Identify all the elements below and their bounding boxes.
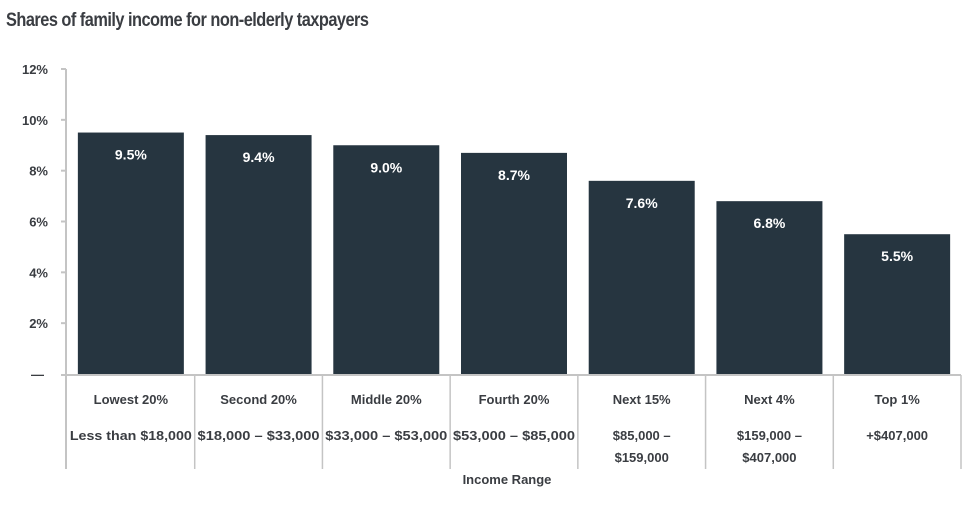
- bar-value-label: 9.4%: [243, 149, 275, 165]
- category-range-label: $159,000: [615, 450, 669, 465]
- x-axis-title: Income Range: [463, 472, 552, 487]
- category-range-label: $85,000 –: [613, 428, 671, 443]
- category-label: Lowest 20%: [94, 392, 169, 407]
- category-label: Next 15%: [613, 392, 671, 407]
- category-range-label: $18,000 – $33,000: [198, 428, 320, 443]
- bar-value-label: 8.7%: [498, 167, 530, 183]
- category-range-label: $33,000 – $53,000: [325, 428, 447, 443]
- chart-title: Shares of family income for non-elderly …: [6, 10, 369, 31]
- category-range-label: $53,000 – $85,000: [453, 428, 575, 443]
- category-label: Second 20%: [220, 392, 297, 407]
- bar: [844, 234, 951, 374]
- y-tick-label: 6%: [29, 215, 48, 230]
- category-range-label: Less than $18,000: [70, 428, 192, 443]
- category-label: Next 4%: [744, 392, 795, 407]
- bar-value-label: 9.5%: [115, 147, 147, 163]
- category-range-label: +$407,000: [866, 428, 928, 443]
- y-tick-label: 4%: [29, 265, 48, 280]
- y-tick-label: 10%: [22, 113, 48, 128]
- bar-value-label: 9.0%: [370, 159, 402, 175]
- y-axis: — 2% 4% 6% 8% 10% 12%: [22, 62, 67, 469]
- bar: [716, 201, 823, 374]
- category-range-label: $407,000: [742, 450, 796, 465]
- bar: [205, 135, 312, 374]
- category-range-label: $159,000 –: [737, 428, 802, 443]
- category-label: Fourth 20%: [479, 392, 550, 407]
- bar: [461, 152, 567, 374]
- bar-value-label: 5.5%: [881, 248, 913, 264]
- y-tick-label: 8%: [29, 164, 48, 179]
- bar: [588, 180, 695, 374]
- bar-value-label: 6.8%: [753, 215, 785, 231]
- x-axis: Lowest 20% Less than $18,000 Second 20% $18…: [61, 374, 962, 469]
- y-tick-label: 12%: [22, 62, 48, 77]
- y-tick-label: 2%: [29, 316, 48, 331]
- bars: 9.5% 9.4% 9.0% 8.7% 7.6% 6.8% 5.5%: [77, 132, 951, 374]
- category-label: Middle 20%: [351, 392, 422, 407]
- bar: [77, 132, 184, 374]
- bar: [333, 145, 440, 374]
- bar-value-label: 7.6%: [626, 195, 658, 211]
- y-tick-label: —: [31, 367, 44, 382]
- category-label: Top 1%: [875, 392, 921, 407]
